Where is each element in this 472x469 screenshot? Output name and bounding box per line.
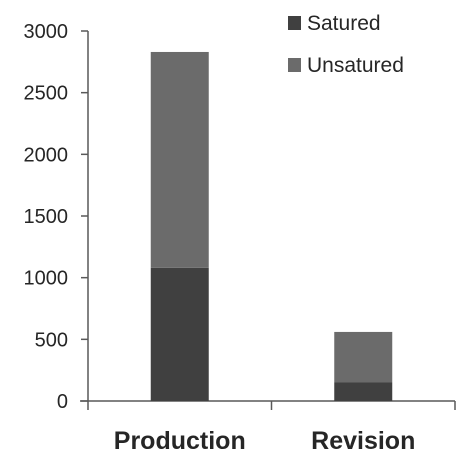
bar-unsatured-revision [334,331,393,383]
legend-swatch-satured [288,16,301,30]
axes [80,30,456,410]
y-tick-label: 1500 [24,206,69,228]
legend: Satured Unsatured [288,12,404,77]
y-tick-label: 0 [57,391,68,413]
x-category-label: Revision [311,427,415,455]
y-tick-label: 2500 [24,83,69,105]
y-tick-label: 500 [35,329,68,351]
bar-unsatured-production [150,51,209,268]
labels: 0 500 1000 1500 2000 2500 3000 Production Revisi… [24,21,416,455]
y-tick-label: 2000 [24,144,69,166]
legend-label-unsatured: Unsatured [307,54,404,77]
y-tick-label: 3000 [24,21,69,43]
legend-swatch-unsatured [288,58,301,72]
legend-label-satured: Satured [307,12,381,35]
y-tick-label: 1000 [24,268,69,290]
x-category-label: Production [114,427,246,455]
bars [150,51,393,401]
bar-satured-production [150,267,209,401]
bar-satured-revision [334,382,393,401]
